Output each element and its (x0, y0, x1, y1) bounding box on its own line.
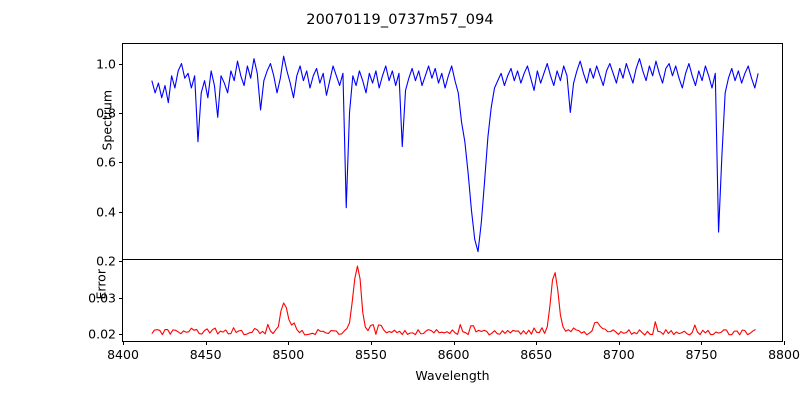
y-tick-label: 0.02 (88, 326, 116, 342)
y-tick-mark (119, 113, 123, 115)
x-tick-label: 8750 (685, 347, 718, 362)
y-tick-mark (119, 162, 123, 164)
x-tick-label: 8500 (272, 347, 305, 362)
y-tick-mark (119, 63, 123, 65)
x-tick-mark (536, 341, 538, 345)
error-trace (152, 266, 756, 335)
x-tick-mark (288, 341, 290, 345)
y-tick-label: 0.6 (96, 154, 116, 170)
x-axis-label: Wavelength (415, 368, 490, 383)
x-tick-label: 8700 (602, 347, 635, 362)
x-tick-mark (205, 341, 207, 345)
spectrum-trace (152, 56, 758, 251)
error-plot-axes: Error 0.02 0.03 8400 8450 8500 8550 8600 8650 8… (88, 259, 800, 362)
y-tick-mark (119, 333, 123, 336)
spectrum-line-series (123, 44, 782, 259)
y-tick-label: 0.2 (96, 253, 116, 269)
y-tick-label: 0.03 (88, 290, 116, 306)
y-tick-label: 1.0 (96, 56, 116, 72)
x-tick-label: 8450 (189, 347, 222, 362)
y-tick-label: 0.8 (96, 105, 116, 121)
x-tick-label: 8400 (107, 347, 139, 362)
x-tick-mark (370, 341, 372, 345)
x-tick-mark (123, 341, 125, 345)
x-tick-mark (453, 341, 455, 345)
x-tick-mark (618, 341, 620, 345)
y-tick-mark (119, 297, 123, 299)
error-line-series (123, 260, 782, 341)
x-tick-mark (701, 341, 703, 345)
x-tick-label: 8550 (354, 347, 387, 362)
y-tick-mark (119, 261, 123, 263)
x-tick-mark (784, 341, 786, 345)
y-tick-mark (119, 211, 123, 213)
page-title: 20070119_0737m57_094 (306, 12, 494, 28)
y-tick-label: 0.4 (96, 204, 116, 220)
spectrum-plot-axes: Spectrum 0.2 0.4 0.6 0.8 1.0 (96, 43, 783, 269)
x-tick-label: 8650 (520, 347, 553, 362)
x-tick-label: 8600 (437, 347, 470, 362)
x-tick-label: 8800 (768, 347, 800, 362)
